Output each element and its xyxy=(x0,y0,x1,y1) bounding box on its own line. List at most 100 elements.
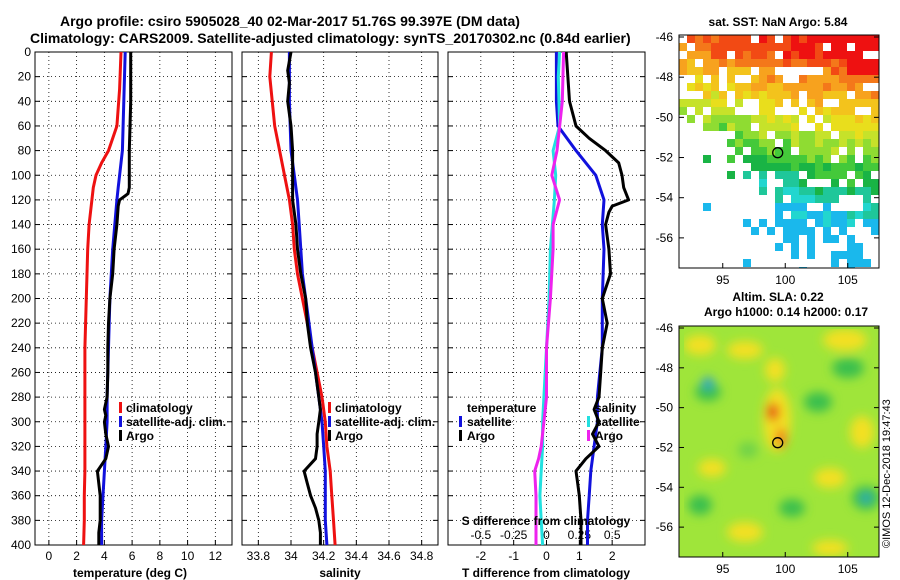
sst-map-cell xyxy=(759,91,767,99)
salinity-frame xyxy=(241,51,439,546)
sst-map-cell xyxy=(815,155,823,163)
sst-map-cell xyxy=(807,187,815,195)
sst-map-cell xyxy=(719,107,727,115)
sst-map-cell xyxy=(719,51,727,59)
sst-map-cell xyxy=(799,147,807,155)
sst-map-cell xyxy=(863,91,871,99)
sst-map-cell xyxy=(735,131,743,139)
sst-map-cell xyxy=(751,131,759,139)
sst-map-cell xyxy=(839,219,847,227)
difference-legend: temperature satellite Argo salinity sate… xyxy=(459,401,640,443)
sst-map-cell xyxy=(695,107,703,115)
sst-map-cell xyxy=(727,155,735,163)
sst-map-cell xyxy=(815,99,823,107)
legend-swatch-satellite-adj xyxy=(328,416,331,427)
sst-map-cell xyxy=(823,147,831,155)
sst-map-cell xyxy=(831,195,839,203)
sst-map-cell xyxy=(735,43,743,51)
sla-map-frame xyxy=(678,325,880,558)
sst-map-cell xyxy=(743,35,751,43)
sst-map-cell xyxy=(807,59,815,67)
sst-map-cell xyxy=(735,59,743,67)
sst-map-cell xyxy=(711,35,719,43)
sst-map-cell xyxy=(839,115,847,123)
sst-map-cell xyxy=(775,75,783,83)
sst-map-cell xyxy=(727,123,735,131)
sst-map-cell xyxy=(695,43,703,51)
sst-map-cell xyxy=(735,115,743,123)
sst-map-cell xyxy=(839,67,847,75)
sst-map-cell xyxy=(831,139,839,147)
sst-map-cell xyxy=(759,51,767,59)
sst-map-cell xyxy=(775,115,783,123)
sst-map-cell xyxy=(759,139,767,147)
sst-map-cell xyxy=(863,43,871,51)
sst-map-cell xyxy=(791,235,799,243)
sst-map-cell xyxy=(775,43,783,51)
sst-map-cell xyxy=(719,115,727,123)
sst-map-cell xyxy=(831,235,839,243)
sst-map-cell xyxy=(815,83,823,91)
salinity-panel: 33.8 34 34.2 34.4 34.6 34.8 climatology satel… xyxy=(241,51,439,580)
sst-map-cell xyxy=(847,139,855,147)
sst-map-cell xyxy=(799,227,807,235)
y-tick-label: -50 xyxy=(656,110,674,124)
sst-map-cell xyxy=(759,219,767,227)
sst-map-cell xyxy=(775,243,783,251)
sst-map-cell xyxy=(759,99,767,107)
series-line-climatology xyxy=(82,51,123,546)
sst-map-cell xyxy=(727,43,735,51)
sst-map-cell xyxy=(847,35,855,43)
sst-map-cell xyxy=(839,163,847,171)
sst-map-cell xyxy=(783,235,791,243)
legend-swatch-argo xyxy=(119,430,122,441)
sst-map-cell xyxy=(855,35,863,43)
sst-map-cell xyxy=(799,219,807,227)
sst-map-cell xyxy=(871,35,879,43)
y-tick-label: -48 xyxy=(656,361,674,375)
sst-map-cell xyxy=(831,115,839,123)
sst-map-cell xyxy=(751,163,759,171)
sst-map-cell xyxy=(775,203,783,211)
sst-map-cell xyxy=(775,99,783,107)
sst-map-cell xyxy=(743,259,751,267)
sst-map-cell xyxy=(711,83,719,91)
sst-map-cell xyxy=(791,187,799,195)
sst-map-cell xyxy=(831,91,839,99)
salinity-legend: climatology satellite-adj. clim. Argo xyxy=(328,401,435,443)
sst-map-cell xyxy=(847,59,855,67)
sst-map-cell xyxy=(743,171,751,179)
sst-map-cell xyxy=(791,171,799,179)
sst-map-cell xyxy=(815,147,823,155)
sst-map-cell xyxy=(815,187,823,195)
sst-map-cell xyxy=(751,51,759,59)
temperature-legend: climatology satellite-adj. clim. Argo xyxy=(119,401,226,443)
sst-map-cell xyxy=(799,43,807,51)
sst-map-cell xyxy=(871,163,879,171)
sst-map-cell xyxy=(735,83,743,91)
sst-map-cell xyxy=(783,179,791,187)
sst-map-cell xyxy=(679,59,687,67)
sst-map-cell xyxy=(823,203,831,211)
series-line-satellite-adj-clim- xyxy=(287,52,329,546)
sst-map-cell xyxy=(743,115,751,123)
sst-map-cell xyxy=(695,67,703,75)
sst-map-cell xyxy=(807,195,815,203)
sst-map-cell xyxy=(743,155,751,163)
sla-map-subtitle: Argo h1000: 0.14 h2000: 0.17 xyxy=(704,305,868,319)
sst-map-cell xyxy=(855,51,863,59)
sst-map-cell xyxy=(815,59,823,67)
temperature-panel: 0 2 4 6 8 10 120204060801001201401601802002202… xyxy=(11,45,233,580)
y-tick-label: 140 xyxy=(11,218,31,232)
sst-map-cell xyxy=(791,227,799,235)
sst-map-cell xyxy=(831,179,839,187)
sst-map-cell xyxy=(815,163,823,171)
sst-map-cell xyxy=(783,123,791,131)
sst-map-cell xyxy=(791,139,799,147)
sst-map-cell xyxy=(791,91,799,99)
sst-map-cell xyxy=(855,83,863,91)
sst-map-cell xyxy=(839,211,847,219)
s-tick-label: -0.25 xyxy=(500,528,528,542)
sst-map-cell xyxy=(679,43,687,51)
sst-map-cell xyxy=(719,99,727,107)
